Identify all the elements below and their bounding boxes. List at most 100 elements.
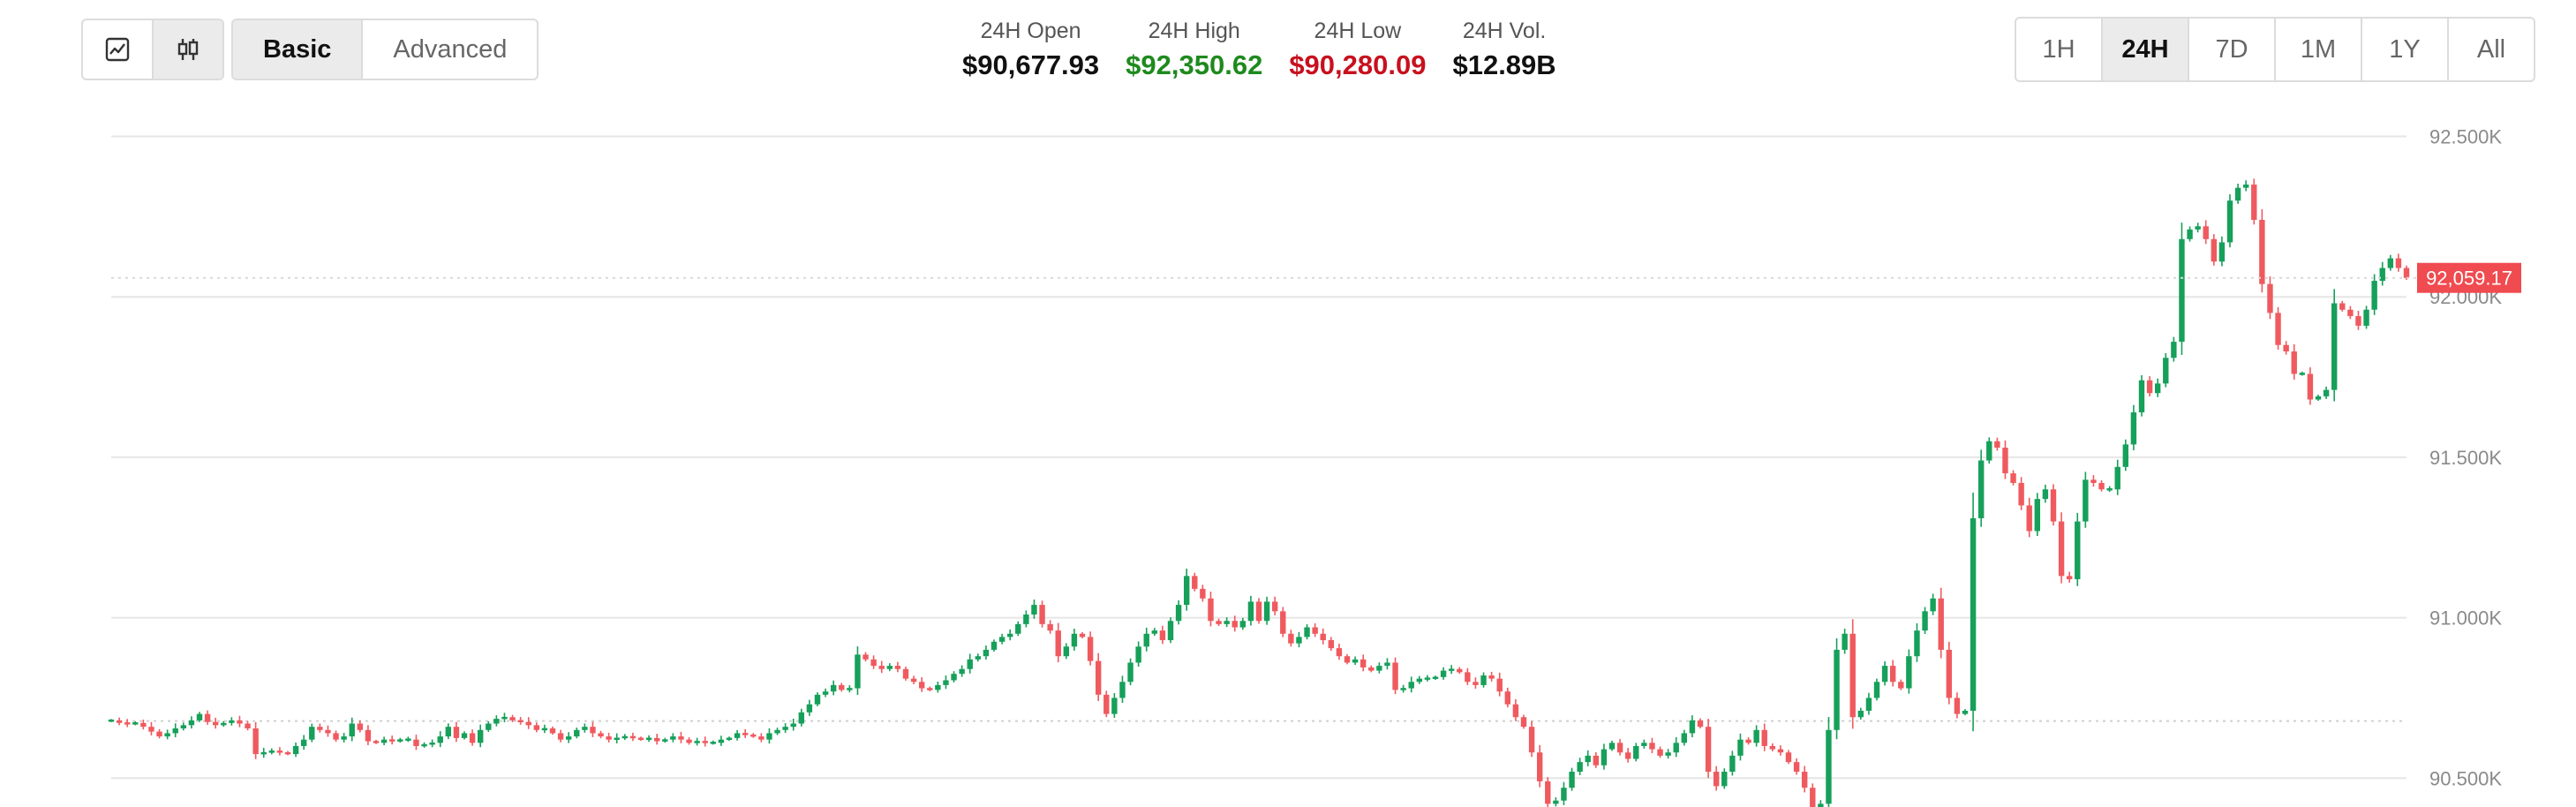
stat-24h-volume: 24H Vol. $12.89B: [1452, 16, 1555, 85]
stat-value: $12.89B: [1452, 49, 1556, 80]
candle-body: [1818, 803, 1824, 807]
candle-body: [2275, 313, 2281, 345]
basic-mode-button[interactable]: Basic: [233, 20, 362, 79]
stat-value: $90,677.93: [962, 49, 1100, 80]
candle-body: [1432, 676, 1439, 679]
candle-body: [1015, 623, 1021, 634]
candle-body: [373, 741, 380, 743]
candle-body: [918, 682, 925, 689]
candle-body: [1697, 720, 1704, 728]
stat-label: 24H High: [1148, 19, 1240, 43]
candle-body: [1873, 682, 1880, 698]
candle-body: [2387, 258, 2394, 268]
candle-body: [1288, 633, 1294, 644]
candle-body: [2395, 258, 2402, 268]
candlestick-chart-button[interactable]: [152, 20, 222, 79]
candle-body: [1977, 460, 1985, 518]
candle-body: [598, 733, 604, 737]
candle-body: [1842, 633, 1848, 650]
candle-body: [1881, 666, 1888, 683]
candle-body: [1440, 670, 1447, 677]
candle-body: [429, 742, 435, 745]
candle-body: [268, 750, 275, 753]
range-all-button[interactable]: All: [2447, 19, 2534, 80]
candle-body: [2339, 303, 2346, 310]
candle-body: [1512, 704, 1519, 718]
range-24h-button[interactable]: 24H: [2101, 19, 2188, 80]
candle-body: [2226, 200, 2233, 243]
candle-body: [132, 722, 139, 725]
candle-body: [782, 727, 788, 730]
candle-body: [1360, 659, 1367, 667]
candle-body: [2075, 521, 2081, 579]
candle-body: [180, 725, 187, 728]
candle-body: [750, 734, 757, 737]
candle-body: [108, 720, 115, 722]
candle-body: [582, 727, 588, 730]
candle-body: [493, 719, 500, 724]
candle-body: [1641, 743, 1647, 746]
stat-24h-high: 24H High $92,350.62: [1126, 16, 1262, 85]
candle-body: [2106, 488, 2113, 491]
candle-body: [388, 739, 395, 742]
candle-body: [686, 739, 692, 743]
line-chart-icon: [105, 37, 130, 62]
candle-body: [1159, 630, 1166, 641]
y-tick-label: 91.000K: [2429, 607, 2502, 630]
candle-body: [1624, 752, 1631, 759]
candle-body: [509, 717, 516, 720]
range-1m-button[interactable]: 1M: [2274, 19, 2361, 80]
candlestick-icon: [177, 39, 199, 60]
candle-body: [1055, 630, 1061, 657]
candle-body: [1705, 727, 1712, 773]
candle-body: [1216, 621, 1222, 624]
candle-body: [1167, 621, 1174, 641]
candle-body: [445, 727, 452, 737]
candle-body: [1793, 762, 1800, 773]
candle-body: [734, 733, 741, 738]
current-price-label: 92,059.17: [2426, 268, 2512, 290]
candle-body: [653, 737, 660, 742]
candle-body: [1232, 621, 1238, 628]
candle-body: [1585, 755, 1591, 763]
candle-body: [637, 737, 644, 741]
candle-body: [1946, 649, 1953, 698]
range-7d-button[interactable]: 7D: [2188, 19, 2274, 80]
candle-body: [453, 727, 460, 738]
candle-body: [533, 725, 540, 730]
candle-body: [1826, 729, 1832, 804]
candle-body: [1208, 598, 1214, 622]
candle-body: [1761, 729, 1767, 746]
candle-body: [2251, 185, 2257, 221]
candle-body: [878, 666, 885, 669]
candle-body: [237, 720, 243, 724]
candle-body: [1954, 698, 1961, 714]
candle-body: [1071, 633, 1078, 647]
mode-toggle: Basic Advanced: [231, 19, 539, 80]
candle-body: [1569, 772, 1575, 788]
line-chart-button[interactable]: [83, 20, 152, 79]
candle-body: [1561, 788, 1567, 801]
advanced-mode-button[interactable]: Advanced: [361, 20, 537, 79]
candle-body: [2283, 344, 2289, 351]
candle-body: [1006, 633, 1013, 637]
candle-body: [229, 720, 235, 723]
candle-body: [565, 736, 572, 740]
candle-body: [541, 728, 548, 731]
candle-body: [2403, 268, 2410, 278]
candle-body: [1480, 675, 1487, 685]
candle-body: [678, 736, 684, 740]
candle-body: [517, 720, 523, 723]
candle-body: [766, 733, 772, 740]
candle-body: [1616, 743, 1623, 753]
candle-body: [2234, 187, 2241, 201]
candle-body: [1633, 745, 1639, 759]
range-1h-button[interactable]: 1H: [2042, 34, 2075, 64]
stat-24h-open: 24H Open $90,677.93: [962, 16, 1099, 85]
candle-body: [2163, 358, 2169, 384]
candle-body: [2195, 226, 2201, 230]
candle-body: [1801, 772, 1808, 788]
candle-body: [1962, 710, 1969, 714]
range-1y-button[interactable]: 1Y: [2361, 19, 2447, 80]
